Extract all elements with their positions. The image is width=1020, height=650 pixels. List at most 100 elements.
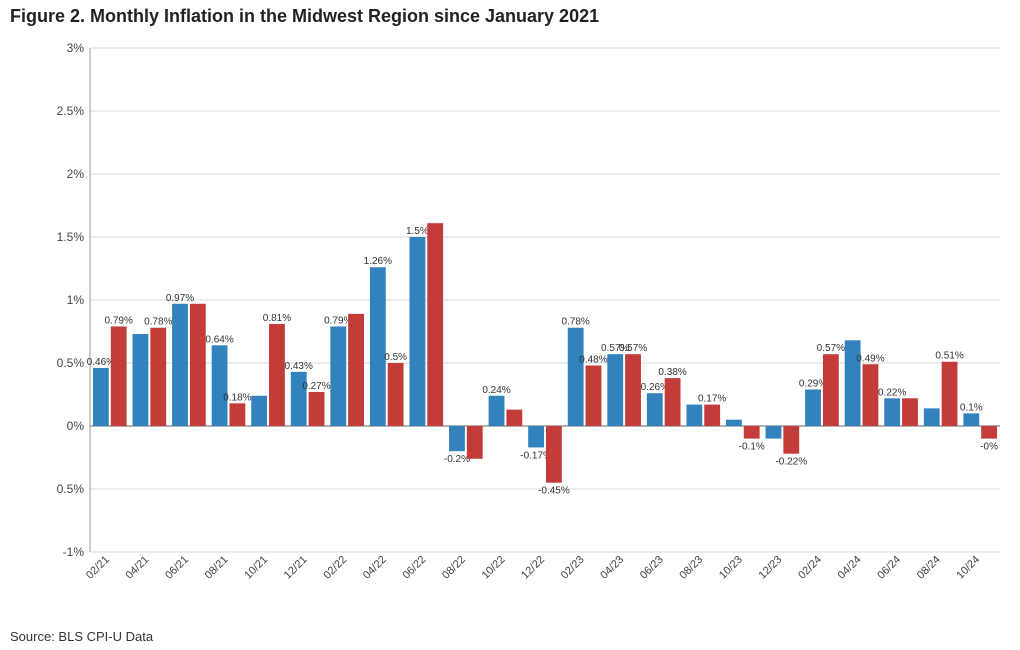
y-tick-label: 2%	[67, 167, 85, 181]
value-label: -0.22%	[775, 457, 807, 468]
bar	[172, 304, 188, 426]
value-label: 0.38%	[658, 367, 686, 378]
bar	[863, 364, 879, 426]
bar	[783, 426, 799, 454]
bar	[607, 354, 623, 426]
bar	[823, 354, 839, 426]
chart-source: Source: BLS CPI-U Data	[10, 629, 153, 644]
value-label: 0.18%	[223, 392, 251, 403]
bar	[251, 396, 267, 426]
value-label: 0.48%	[579, 355, 607, 366]
bar	[150, 328, 166, 426]
x-tick-label: 06/23	[638, 554, 666, 582]
bar	[568, 328, 584, 426]
bar	[981, 426, 997, 439]
x-tick-label: 10/22	[480, 554, 508, 582]
y-tick-label: 1%	[67, 293, 85, 307]
value-label: 0.49%	[856, 353, 884, 364]
x-tick-label: 02/24	[796, 554, 824, 582]
bar	[111, 326, 127, 426]
bar	[704, 405, 720, 426]
bar	[942, 362, 958, 426]
x-tick-label: 02/22	[321, 554, 349, 582]
x-tick-label: 12/23	[757, 554, 785, 582]
y-tick-label: 2.5%	[57, 104, 85, 118]
bar	[726, 420, 742, 426]
bar	[884, 398, 900, 426]
x-tick-label: 04/21	[124, 554, 152, 582]
y-tick-label: 0%	[67, 419, 85, 433]
figure-container: Figure 2. Monthly Inflation in the Midwe…	[0, 0, 1020, 650]
bar	[647, 393, 663, 426]
bar	[467, 426, 483, 459]
x-tick-label: 04/23	[598, 554, 626, 582]
bar	[805, 389, 821, 426]
bar	[309, 392, 325, 426]
value-label: 0.1%	[960, 402, 983, 413]
bar	[370, 267, 386, 426]
bar	[133, 334, 149, 426]
value-label: 0.57%	[817, 343, 845, 354]
bar	[924, 408, 940, 426]
value-label: 0.78%	[144, 317, 172, 328]
value-label: 0.78%	[561, 317, 589, 328]
x-tick-label: 10/24	[954, 554, 982, 582]
y-tick-label: 0.5%	[57, 356, 85, 370]
value-label: -0.1%	[739, 442, 765, 453]
x-tick-label: 02/21	[84, 554, 112, 582]
x-tick-label: 02/23	[559, 554, 587, 582]
y-tick-label: -0.5%	[56, 482, 84, 496]
bar	[190, 304, 206, 426]
x-tick-label: 06/22	[400, 554, 428, 582]
value-label: 0.27%	[302, 381, 330, 392]
bar	[409, 237, 425, 426]
x-tick-label: 10/21	[242, 554, 270, 582]
bar	[489, 396, 505, 426]
y-tick-label: 3%	[67, 41, 85, 55]
bar	[686, 405, 702, 426]
x-tick-label: 04/22	[361, 554, 389, 582]
value-label: 0.64%	[205, 334, 233, 345]
x-tick-label: 08/23	[677, 554, 705, 582]
bar	[449, 426, 465, 451]
value-label: 0.22%	[878, 387, 906, 398]
x-tick-label: 12/21	[282, 554, 310, 582]
x-tick-label: 08/22	[440, 554, 468, 582]
bar	[291, 372, 307, 426]
x-tick-label: 12/22	[519, 554, 547, 582]
chart-plot: -1%-0.5%0%0.5%1%1.5%2%2.5%3%0.46%0.79%0.…	[56, 40, 1004, 592]
bar	[427, 223, 443, 426]
bar	[766, 426, 782, 439]
value-label: -0.2%	[444, 454, 470, 465]
value-label: 0.5%	[384, 352, 407, 363]
bar	[388, 363, 404, 426]
bar	[625, 354, 641, 426]
x-tick-label: 08/21	[203, 554, 231, 582]
x-tick-label: 06/21	[163, 554, 191, 582]
bar	[963, 413, 979, 426]
bar	[665, 378, 681, 426]
value-label: -0%	[980, 442, 998, 453]
bar	[506, 410, 522, 426]
x-tick-label: 06/24	[875, 554, 903, 582]
value-label: -0.45%	[538, 486, 570, 497]
bar	[528, 426, 544, 447]
value-label: 0.17%	[698, 394, 726, 405]
bar	[93, 368, 109, 426]
bar	[348, 314, 364, 426]
value-label: 1.26%	[364, 256, 392, 267]
value-label: 0.24%	[482, 385, 510, 396]
bar	[212, 345, 228, 426]
y-tick-label: 1.5%	[57, 230, 85, 244]
bar	[229, 403, 245, 426]
x-tick-label: 08/24	[915, 554, 943, 582]
bar	[330, 326, 346, 426]
bar	[269, 324, 285, 426]
value-label: 0.97%	[166, 293, 194, 304]
bar	[546, 426, 562, 483]
x-tick-label: 10/23	[717, 554, 745, 582]
chart-title: Figure 2. Monthly Inflation in the Midwe…	[10, 6, 599, 27]
value-label: 0.79%	[105, 315, 133, 326]
bar	[902, 398, 918, 426]
value-label: 0.43%	[285, 361, 313, 372]
